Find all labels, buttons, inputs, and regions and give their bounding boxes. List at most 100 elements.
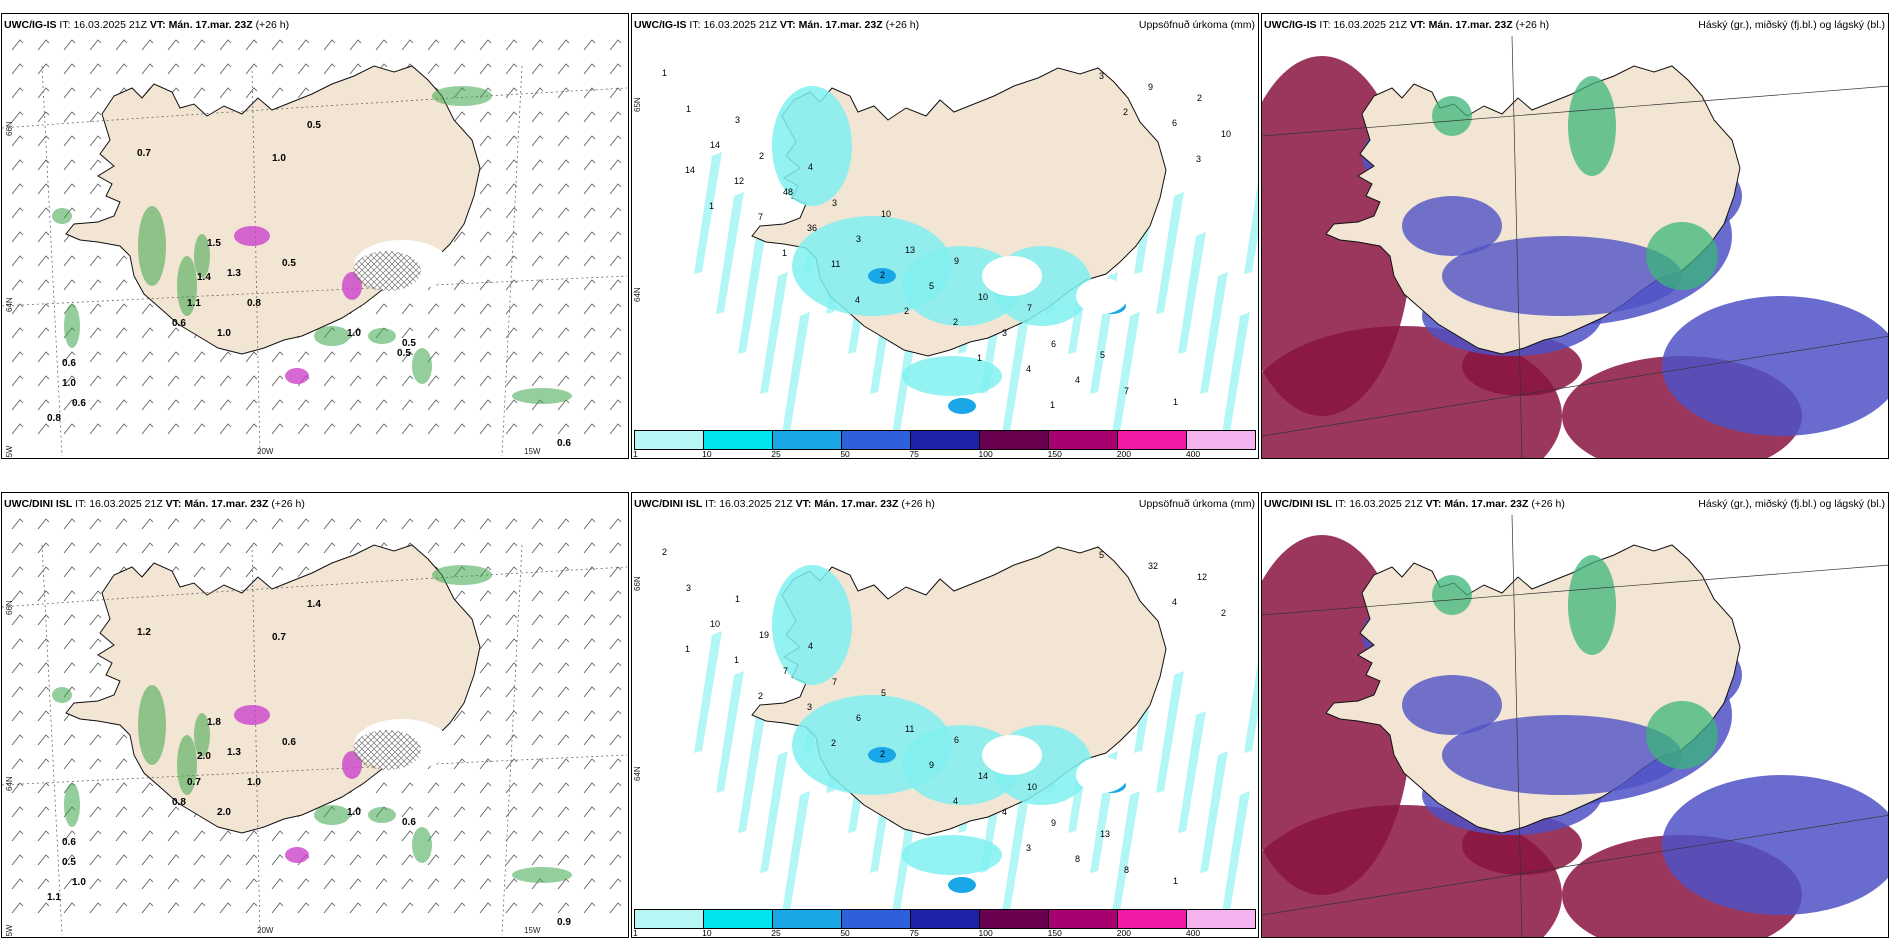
wind-barb bbox=[297, 351, 310, 363]
wind-barb bbox=[401, 375, 414, 387]
wind-barb bbox=[349, 399, 362, 411]
precip-value: 2 bbox=[1197, 93, 1202, 103]
precip-value: 8 bbox=[1124, 865, 1129, 875]
wind-value: 0.6 bbox=[172, 318, 186, 329]
precip-value: 1 bbox=[735, 594, 740, 604]
wind-barb bbox=[479, 279, 492, 291]
wind-barb bbox=[505, 710, 518, 722]
precip-value: 6 bbox=[1172, 118, 1177, 128]
init-time: 16.03.2025 21Z bbox=[89, 498, 163, 510]
wind-barb bbox=[583, 399, 596, 411]
wind-barb bbox=[453, 279, 466, 291]
precip-streak bbox=[1112, 312, 1140, 432]
colorbar-tick: 25 bbox=[771, 928, 781, 938]
axis-label: 64N bbox=[633, 287, 642, 302]
panel-header: UWC/IG-IS IT: 16.03.2025 21Z VT: Mán. 17… bbox=[1262, 14, 1888, 36]
wind-value: 0.5 bbox=[397, 348, 411, 359]
wind-barb bbox=[583, 902, 596, 914]
wind-barb bbox=[505, 542, 518, 554]
wind-barb bbox=[505, 686, 518, 698]
wind-barb bbox=[531, 566, 544, 578]
wind-barb bbox=[401, 303, 414, 315]
precip-value: 9 bbox=[929, 760, 934, 770]
wind-barb bbox=[89, 902, 102, 914]
precip-streak bbox=[1222, 312, 1250, 432]
wind-barb bbox=[505, 279, 518, 291]
wind-barb bbox=[193, 39, 206, 51]
wind-barb bbox=[375, 782, 388, 794]
wind-barb bbox=[11, 638, 24, 650]
wind-barb bbox=[609, 159, 622, 171]
gust-blob bbox=[285, 847, 309, 863]
wind-barb bbox=[141, 351, 154, 363]
colorbar-tick: 10 bbox=[702, 928, 712, 938]
wind-value: 0.7 bbox=[272, 632, 286, 643]
valid-time: Mán. 17.mar. 23Z bbox=[1444, 498, 1529, 510]
mid-cloud bbox=[1662, 775, 1888, 915]
wind-barb bbox=[349, 375, 362, 387]
wind-barb bbox=[583, 518, 596, 530]
precip-value: 6 bbox=[856, 713, 861, 723]
precip-value: 7 bbox=[1027, 303, 1032, 313]
wind-barb bbox=[271, 63, 284, 75]
wind-barb bbox=[427, 878, 440, 890]
lead-time: (+26 h) bbox=[885, 19, 920, 31]
wind-barb bbox=[375, 399, 388, 411]
wind-barb bbox=[271, 375, 284, 387]
high-cloud bbox=[1568, 555, 1616, 655]
wind-barb bbox=[583, 183, 596, 195]
wind-barb bbox=[141, 542, 154, 554]
panel-wind-igis: UWC/IG-IS IT: 16.03.2025 21Z VT: Mán. 17… bbox=[1, 13, 629, 459]
wind-barb bbox=[89, 255, 102, 267]
wind-barb bbox=[479, 542, 492, 554]
precip-core bbox=[868, 747, 896, 763]
wind-barb bbox=[323, 423, 336, 435]
wind-barb bbox=[479, 159, 492, 171]
precip-value: 3 bbox=[735, 115, 740, 125]
precip-streak bbox=[1112, 791, 1140, 911]
precip-value: 14 bbox=[685, 165, 695, 175]
wind-barb bbox=[479, 518, 492, 530]
wind-barb bbox=[115, 375, 128, 387]
wind-barb bbox=[375, 423, 388, 435]
wind-barb bbox=[115, 351, 128, 363]
wind-barb bbox=[531, 351, 544, 363]
wind-barb bbox=[609, 135, 622, 147]
axis-label: 15W bbox=[524, 447, 541, 456]
wind-barb bbox=[63, 159, 76, 171]
precip-value: 1 bbox=[709, 201, 714, 211]
colorbar-swatch bbox=[1187, 431, 1255, 449]
wind-barb bbox=[531, 686, 544, 698]
cloud-map bbox=[1262, 515, 1888, 937]
wind-barb bbox=[11, 662, 24, 674]
wind-barb bbox=[557, 830, 570, 842]
wind-barb bbox=[193, 375, 206, 387]
wind-barb bbox=[583, 135, 596, 147]
wind-blob bbox=[412, 827, 432, 863]
wind-barb bbox=[89, 39, 102, 51]
mid-cloud bbox=[1662, 296, 1888, 436]
wind-value: 1.4 bbox=[307, 599, 321, 610]
precip-value: 5 bbox=[929, 281, 934, 291]
wind-barb bbox=[11, 614, 24, 626]
wind-barb bbox=[37, 542, 50, 554]
precip-streak bbox=[1244, 661, 1258, 753]
wind-barb bbox=[401, 423, 414, 435]
colorbar: 1 10 25 50 75 100 150 200 400 bbox=[632, 909, 1258, 937]
precip-value: 2 bbox=[880, 749, 885, 759]
wind-barb bbox=[401, 351, 414, 363]
wind-barb bbox=[609, 399, 622, 411]
axis-label: 15W bbox=[524, 926, 541, 935]
wind-barb bbox=[609, 782, 622, 794]
wind-barb bbox=[479, 614, 492, 626]
high-cloud bbox=[1432, 96, 1472, 136]
wind-barb bbox=[609, 183, 622, 195]
high-cloud bbox=[1568, 76, 1616, 176]
wind-barb bbox=[37, 878, 50, 890]
colorbar-tick: 200 bbox=[1116, 449, 1131, 459]
precip-value: 1 bbox=[686, 104, 691, 114]
precip-streak bbox=[1156, 671, 1184, 793]
wind-barb bbox=[37, 87, 50, 99]
colorbar-tick: 400 bbox=[1185, 449, 1201, 459]
wind-barb bbox=[505, 111, 518, 123]
